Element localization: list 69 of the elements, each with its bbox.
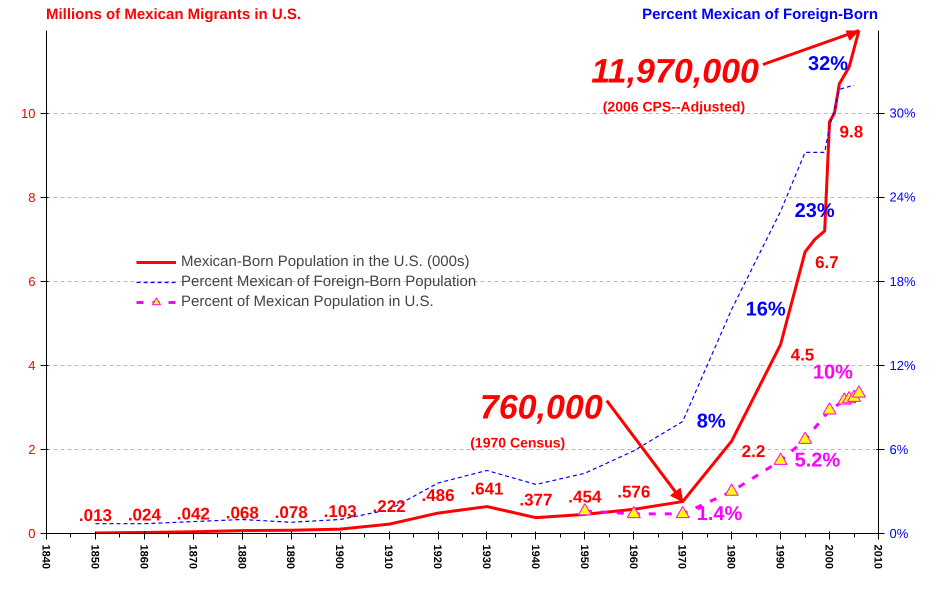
y2-tick-label: 24% bbox=[890, 190, 916, 205]
y-tick-label: 2 bbox=[28, 442, 36, 457]
data-label: .068 bbox=[226, 504, 259, 523]
annotation: 11,970,000 bbox=[591, 52, 760, 90]
point bbox=[774, 452, 788, 465]
x-tick-label: 1900 bbox=[333, 544, 346, 569]
point bbox=[852, 385, 866, 398]
data-label: .103 bbox=[324, 502, 357, 522]
x-tick-label: 2000 bbox=[822, 544, 835, 569]
data-label: 9.8 bbox=[840, 122, 864, 142]
x-tick-label: 1850 bbox=[88, 544, 100, 569]
x-tick-label: 1970 bbox=[676, 544, 688, 569]
y2-tick-label: 12% bbox=[890, 358, 916, 373]
x-tick-label: 2010 bbox=[872, 544, 884, 569]
point bbox=[626, 506, 641, 518]
x-tick-label: 1960 bbox=[626, 544, 639, 569]
x-tick-label: 1920 bbox=[431, 544, 444, 569]
data-label: .454 bbox=[568, 487, 602, 506]
data-label: .377 bbox=[519, 490, 552, 510]
data-label: 16% bbox=[746, 298, 786, 320]
annotation: (2006 CPS--Adjusted) bbox=[602, 98, 746, 114]
point bbox=[578, 503, 592, 516]
y2-tick-label: 18% bbox=[890, 274, 916, 289]
x-tick-label: 1990 bbox=[774, 544, 786, 569]
y-tick-label: 4 bbox=[28, 358, 36, 373]
data-label: .222 bbox=[372, 497, 406, 516]
x-tick-label: 1880 bbox=[235, 544, 248, 569]
x-tick-label: 1910 bbox=[382, 544, 394, 569]
data-label: 4.5 bbox=[790, 345, 814, 364]
data-label: .576 bbox=[617, 482, 650, 502]
x-tick-label: 1890 bbox=[284, 544, 296, 569]
data-label: 2.2 bbox=[742, 442, 766, 462]
y2-tick-label: 30% bbox=[890, 106, 916, 121]
x-tick-label: 1980 bbox=[724, 544, 737, 569]
x-tick-label: 1950 bbox=[578, 544, 590, 569]
point bbox=[798, 432, 812, 444]
x-tick-label: 1870 bbox=[186, 544, 198, 569]
x-tick-label: 1860 bbox=[137, 544, 150, 569]
data-label: 10% bbox=[812, 361, 854, 384]
data-label: 32% bbox=[808, 53, 848, 76]
annotation: (1970 Census) bbox=[470, 434, 566, 451]
y-axis-title: Millions of Mexican Migrants in U.S. bbox=[46, 5, 302, 25]
y-tick-label: 8 bbox=[28, 190, 36, 205]
data-label: .013 bbox=[78, 506, 112, 525]
data-label: .024 bbox=[128, 505, 162, 524]
y-tick-label: 6 bbox=[28, 274, 36, 289]
data-label: 6.7 bbox=[815, 252, 839, 272]
x-tick-label: 1930 bbox=[480, 544, 492, 569]
x-tick-label: 1940 bbox=[528, 544, 541, 569]
data-label: .042 bbox=[176, 504, 210, 524]
legend-label: Percent Mexican of Foreign-Born Population bbox=[181, 273, 476, 290]
data-label: 8% bbox=[696, 410, 726, 432]
point bbox=[724, 483, 739, 496]
y2-axis-title: Percent Mexican of Foreign-Born bbox=[642, 5, 878, 25]
y-tick-label: 10 bbox=[21, 106, 36, 121]
y2-tick-label: 0% bbox=[890, 526, 909, 541]
annotation: 760,000 bbox=[480, 388, 603, 427]
y-tick-label: 0 bbox=[28, 526, 36, 541]
data-label: .078 bbox=[274, 503, 308, 522]
data-label: .486 bbox=[421, 486, 455, 506]
data-label: 1.4% bbox=[696, 502, 743, 525]
point bbox=[676, 506, 690, 518]
legend-label: Mexican-Born Population in the U.S. (000s) bbox=[181, 253, 470, 270]
y2-tick-label: 6% bbox=[890, 442, 909, 457]
legend-label: Percent of Mexican Population in U.S. bbox=[181, 293, 434, 310]
data-label: 5.2% bbox=[794, 450, 840, 472]
data-label: .641 bbox=[470, 480, 504, 499]
x-tick-label: 1840 bbox=[40, 544, 52, 569]
point bbox=[822, 402, 837, 414]
